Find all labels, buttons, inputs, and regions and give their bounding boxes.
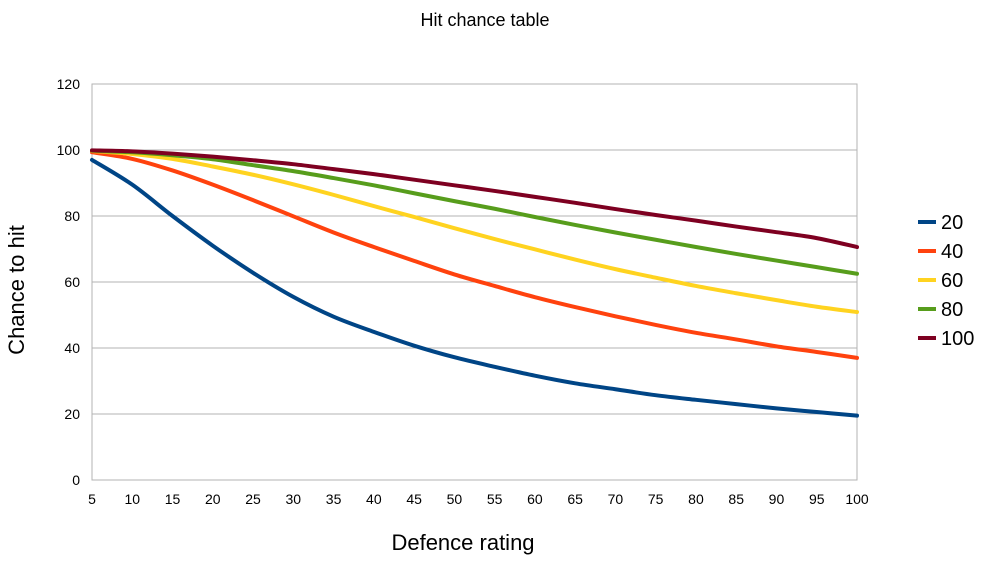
x-tick-label: 40: [366, 491, 382, 507]
y-tick-label: 80: [64, 208, 80, 224]
legend-label-40: 40: [941, 241, 963, 263]
series-line-20: [90, 157, 859, 418]
legend-label-60: 60: [941, 270, 963, 292]
series-layer: [90, 148, 859, 418]
x-tick-label: 35: [326, 491, 342, 507]
x-tick-label: 45: [406, 491, 422, 507]
series-line-60: [90, 148, 859, 315]
legend-label-100: 100: [941, 328, 974, 350]
y-tick-label: 120: [57, 76, 81, 92]
series-line-80: [90, 148, 859, 276]
x-tick-label: 60: [527, 491, 543, 507]
x-tick-label: 20: [205, 491, 221, 507]
y-tick-label: 20: [64, 406, 80, 422]
x-tick-label: 90: [769, 491, 785, 507]
x-tick-label: 30: [286, 491, 302, 507]
y-axis-label: Chance to hit: [4, 225, 29, 355]
x-tick-label: 50: [447, 491, 463, 507]
y-axis-ticks: 0 20 40 60 80 100 120: [57, 76, 81, 488]
x-tick-label: 70: [608, 491, 624, 507]
x-axis-ticks: 5 10 15 20 25 30 35 40 45 50 55 60 65 70 75 80 85 90 95 100: [88, 491, 869, 507]
x-tick-label: 95: [809, 491, 825, 507]
y-tick-label: 60: [64, 274, 80, 290]
chart-title: Hit chance table: [420, 10, 549, 30]
x-tick-label: 25: [245, 491, 261, 507]
series-line-40: [90, 150, 859, 360]
x-tick-label: 5: [88, 491, 96, 507]
legend-label-20: 20: [941, 212, 963, 234]
x-axis-label: Defence rating: [391, 530, 534, 555]
x-tick-label: 100: [845, 491, 869, 507]
y-tick-label: 0: [72, 472, 80, 488]
plot-frame: [91, 83, 858, 481]
x-tick-label: 65: [567, 491, 583, 507]
x-tick-label: 55: [487, 491, 503, 507]
x-tick-label: 10: [124, 491, 140, 507]
x-tick-label: 15: [165, 491, 181, 507]
legend: 20 40 60 80 100: [918, 212, 974, 350]
x-tick-label: 80: [688, 491, 704, 507]
series-line-100: [90, 148, 859, 250]
legend-label-80: 80: [941, 299, 963, 321]
x-tick-label: 75: [648, 491, 664, 507]
y-tick-label: 40: [64, 340, 80, 356]
x-tick-label: 85: [728, 491, 744, 507]
y-tick-label: 100: [57, 142, 81, 158]
